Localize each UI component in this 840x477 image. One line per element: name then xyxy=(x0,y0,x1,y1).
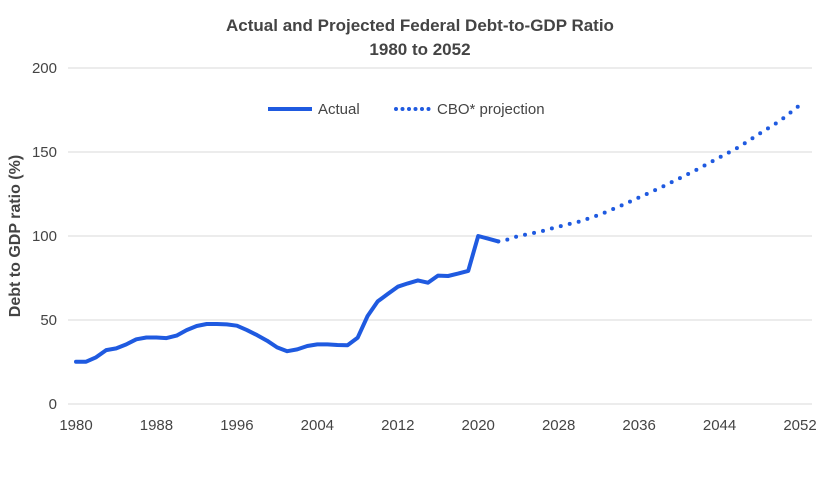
legend-actual-label: Actual xyxy=(318,101,360,118)
legend-projection-label: CBO* projection xyxy=(437,101,545,118)
y-tick-label: 100 xyxy=(32,228,57,245)
y-axis-label: Debt to GDP ratio (%) xyxy=(7,155,24,317)
y-tick-label: 150 xyxy=(32,144,57,161)
x-tick-label: 1980 xyxy=(59,417,92,434)
y-tick-label: 200 xyxy=(32,60,57,77)
x-tick-label: 2044 xyxy=(703,417,736,434)
x-tick-label: 2052 xyxy=(783,417,816,434)
x-tick-label: 2020 xyxy=(462,417,495,434)
x-tick-label: 2036 xyxy=(622,417,655,434)
legend: Actual CBO* projection xyxy=(268,101,545,118)
y-tick-label: 50 xyxy=(40,312,57,329)
actual-series-line xyxy=(74,234,501,364)
chart-title: Actual and Projected Federal Debt-to-GDP… xyxy=(226,16,614,35)
x-tick-label: 2012 xyxy=(381,417,414,434)
y-tick-label: 0 xyxy=(49,396,57,413)
x-tick-label: 1996 xyxy=(220,417,253,434)
x-tick-label: 2004 xyxy=(301,417,334,434)
x-tick-label: 2028 xyxy=(542,417,575,434)
x-tick-label: 1988 xyxy=(140,417,173,434)
projection-series-line xyxy=(496,103,802,244)
chart-subtitle: 1980 to 2052 xyxy=(369,40,470,59)
